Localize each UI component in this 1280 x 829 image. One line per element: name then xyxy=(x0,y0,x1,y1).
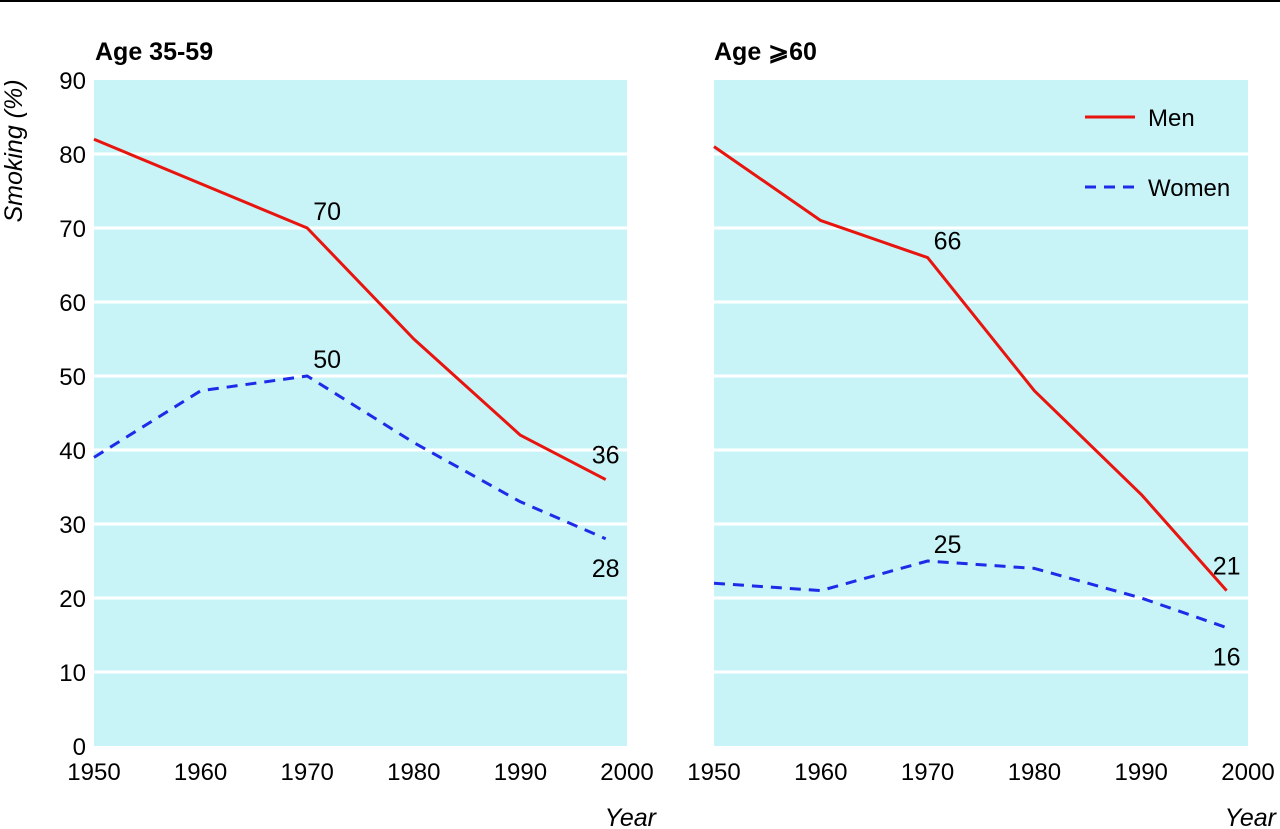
legend-label: Men xyxy=(1148,105,1195,132)
x-tick-label: 2000 xyxy=(600,759,653,786)
y-tick-label: 20 xyxy=(59,586,86,613)
x-tick-label: 1980 xyxy=(387,759,440,786)
data-label: 50 xyxy=(313,346,341,374)
x-axis-label: Year xyxy=(605,804,658,829)
legend-label: Women xyxy=(1148,175,1230,202)
plot-background xyxy=(94,80,627,746)
panel-title: Age ⩾60 xyxy=(714,38,817,66)
x-tick-label: 1960 xyxy=(174,759,227,786)
panel-title: Age 35-59 xyxy=(95,38,213,66)
x-tick-label: 2000 xyxy=(1221,759,1274,786)
data-label: 28 xyxy=(592,555,620,583)
top-rule xyxy=(0,0,1280,2)
data-label: 16 xyxy=(1213,644,1241,672)
x-axis-label: Year xyxy=(1225,804,1278,829)
x-tick-label: 1970 xyxy=(901,759,954,786)
y-tick-label: 90 xyxy=(59,68,86,95)
plot-background xyxy=(714,80,1248,746)
data-label: 36 xyxy=(592,442,620,470)
y-tick-label: 30 xyxy=(59,512,86,539)
series-line-men xyxy=(713,145,1228,592)
series-line-men xyxy=(93,137,607,481)
x-tick-label: 1990 xyxy=(494,759,547,786)
y-tick-label: 10 xyxy=(59,660,86,687)
x-tick-label: 1970 xyxy=(281,759,334,786)
series-line-women xyxy=(93,374,607,541)
y-tick-label: 70 xyxy=(59,216,86,243)
panel-age-35-59: Age 35-59 Smoking (%) Year 0 10 20 30 40 50 60… xyxy=(0,38,658,829)
data-label: 25 xyxy=(934,531,962,559)
x-tick-label: 1950 xyxy=(67,759,120,786)
y-tick-label: 60 xyxy=(59,290,86,317)
y-tick-label: 80 xyxy=(59,142,86,169)
x-tick-label: 1990 xyxy=(1115,759,1168,786)
data-label: 66 xyxy=(934,228,962,256)
y-tick-label: 40 xyxy=(59,438,86,465)
y-tick-label: 50 xyxy=(59,364,86,391)
panel-age-60-plus: Age ⩾60 Year Men Women 1950 1960 1970 1980 19… xyxy=(687,38,1277,829)
series-line-women xyxy=(713,559,1228,630)
x-tick-label: 1980 xyxy=(1008,759,1061,786)
x-tick-label: 1960 xyxy=(794,759,847,786)
x-tick-label: 1950 xyxy=(687,759,740,786)
data-label: 21 xyxy=(1213,553,1241,581)
y-tick-label: 0 xyxy=(73,734,86,761)
y-axis-label: Smoking (%) xyxy=(0,79,28,222)
legend: Men Women xyxy=(1085,105,1230,202)
data-label: 70 xyxy=(313,198,341,226)
